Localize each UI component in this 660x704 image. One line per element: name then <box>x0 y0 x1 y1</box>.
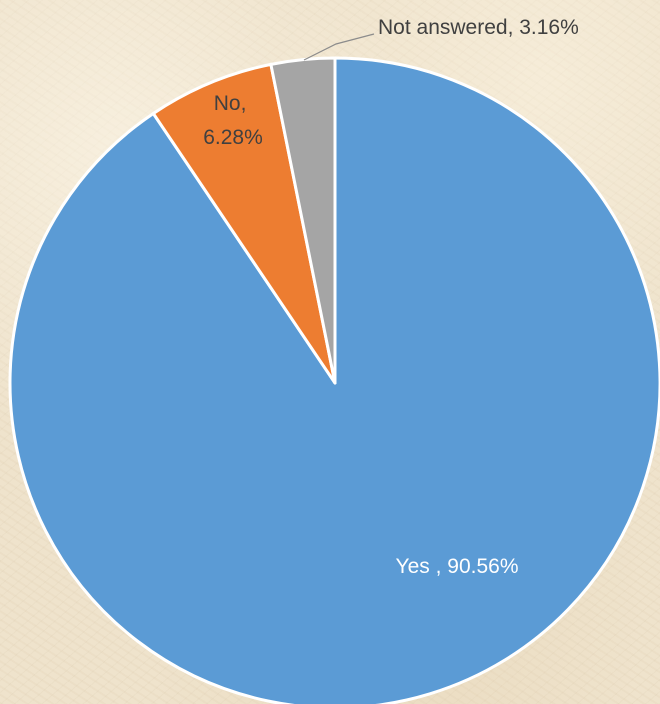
data-label-yes: Yes , 90.56% <box>396 555 519 578</box>
pie-slice-not-answered <box>269 56 337 385</box>
data-label-no-line-2: 6.28% <box>203 126 263 149</box>
data-label-no-line-1: No, <box>214 92 247 115</box>
pie-slices <box>8 56 660 704</box>
data-label-no: No, 6.28% <box>203 92 263 149</box>
leader-line-not-answered <box>303 33 375 61</box>
data-label-not-answered: Not answered, 3.16% <box>378 16 579 39</box>
pie-slice-no <box>151 62 337 385</box>
